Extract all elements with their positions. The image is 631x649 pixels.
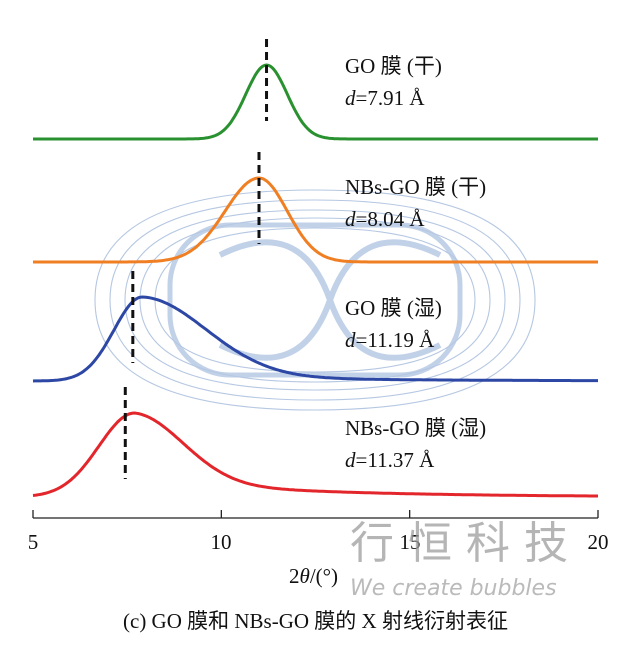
label-nbs-go-wet: NBs-GO 膜 (湿)	[345, 416, 487, 440]
d-spacing-go-wet: d=11.19 Å	[345, 328, 435, 352]
x-axis-ticks	[32, 510, 599, 518]
watermark-logo	[94, 189, 536, 411]
curve-go-wet	[32, 295, 598, 383]
d-spacing-nbs-go-wet: d=11.37 Å	[345, 448, 435, 472]
label-nbs-go-dry: NBs-GO 膜 (干)	[345, 175, 487, 199]
d-spacing-nbs-go-dry: d=8.04 Å	[345, 207, 425, 231]
watermark-chinese: 行恒科技	[350, 518, 582, 569]
curve-nbs-go-dry	[33, 176, 598, 264]
tick-label-10: 10	[210, 530, 232, 554]
watermark-english: We create bubbles	[350, 576, 557, 601]
tick-label-5: 5	[27, 530, 39, 554]
tick-label-15: 15	[399, 530, 421, 554]
curves-layer	[32, 39, 598, 498]
x-axis-label: 2θ/(°)	[289, 564, 339, 588]
curve-nbs-go-wet	[32, 411, 598, 498]
curve-go-dry	[33, 63, 598, 141]
d-spacing-go-dry: d=7.91 Å	[345, 86, 425, 110]
label-go-dry: GO 膜 (干)	[345, 54, 442, 78]
label-go-wet: GO 膜 (湿)	[345, 296, 442, 320]
tick-label-20: 20	[587, 530, 609, 554]
figure-caption: (c) GO 膜和 NBs-GO 膜的 X 射线衍射表征	[123, 609, 508, 633]
